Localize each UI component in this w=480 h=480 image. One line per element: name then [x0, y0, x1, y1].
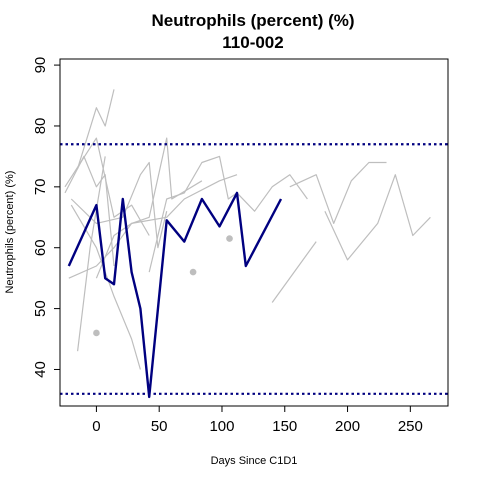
background-series-line-2	[77, 89, 115, 169]
background-series-line-11	[289, 161, 387, 224]
background-series-line-7	[77, 156, 106, 352]
y-axis-title: Neutrophils (percent) (%)	[4, 171, 16, 294]
y-tick-label: 70	[32, 178, 49, 195]
background-series-line-4	[64, 155, 115, 267]
y-tick-label: 60	[32, 239, 49, 256]
x-tick-label: 100	[209, 418, 234, 435]
y-tick-label: 40	[32, 361, 49, 378]
background-series-line-3	[70, 204, 141, 370]
highlight-series-line	[67, 191, 283, 399]
background-point-3	[226, 235, 233, 242]
y-axis: 40 50 60 70 80 90	[32, 57, 61, 378]
x-axis: 0 50 100 150 200 250	[92, 405, 423, 435]
background-series-line-5	[68, 137, 203, 279]
y-tick-label: 50	[32, 300, 49, 317]
chart-subtitle: 110-002	[222, 33, 283, 52]
x-tick-label: 150	[272, 418, 297, 435]
x-axis-title: Days Since C1D1	[211, 455, 298, 467]
chart-title: Neutrophils (percent) (%)	[151, 11, 354, 30]
background-series-line-8	[95, 174, 238, 279]
background-series-line-9	[148, 155, 308, 273]
background-point-2	[189, 268, 197, 276]
x-tick-label: 50	[151, 418, 168, 435]
x-tick-label: 0	[92, 418, 100, 435]
y-tick-label: 90	[32, 57, 49, 74]
x-tick-label: 200	[335, 418, 360, 435]
background-series-line-1	[64, 137, 150, 236]
background-series-line-12	[324, 174, 431, 261]
background-point-1	[93, 329, 100, 337]
background-series-line-10	[271, 241, 317, 303]
y-tick-label: 80	[32, 118, 49, 135]
x-tick-label: 250	[398, 418, 423, 435]
background-series-line-6	[70, 161, 168, 249]
plot-area	[60, 89, 448, 399]
